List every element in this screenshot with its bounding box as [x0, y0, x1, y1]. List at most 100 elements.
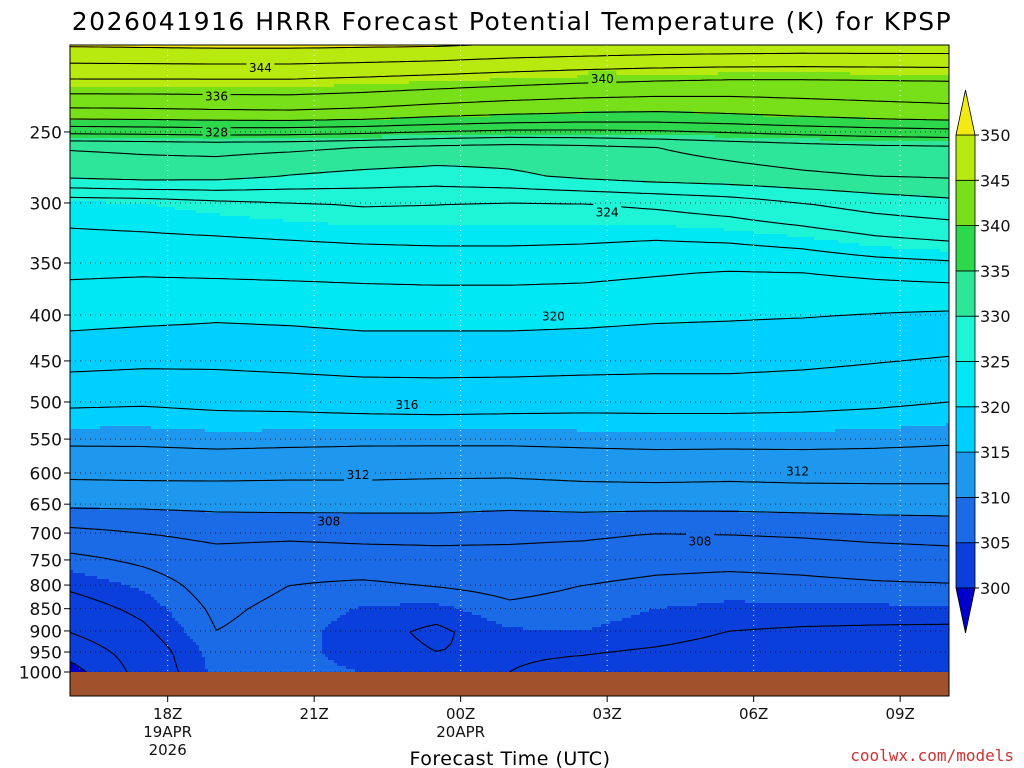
field-cell [391, 168, 395, 226]
field-cell [274, 429, 278, 514]
field-cell [445, 45, 449, 82]
field-cell [502, 429, 506, 511]
field-cell [268, 120, 272, 139]
field-cell [838, 45, 842, 73]
field-cell [340, 330, 344, 430]
field-cell [676, 45, 680, 76]
field-cell [373, 48, 377, 85]
field-cell [253, 87, 257, 121]
field-cell [238, 45, 242, 49]
field-cell [679, 606, 683, 672]
field-cell [88, 576, 92, 672]
field-cell [148, 138, 152, 181]
field-cell [139, 510, 143, 592]
field-cell [688, 321, 692, 433]
colorbar-band [955, 225, 976, 272]
field-cell [145, 138, 149, 181]
field-cell [691, 606, 695, 672]
field-cell [457, 81, 461, 118]
field-cell [508, 225, 512, 331]
field-cell [676, 324, 680, 433]
field-cell [88, 180, 92, 202]
field-cell [397, 513, 401, 607]
field-cell [877, 120, 881, 142]
field-cell [901, 75, 905, 121]
field-cell [592, 135, 596, 181]
contour-line [70, 227, 949, 262]
field-cell [412, 603, 416, 672]
field-cell [115, 204, 119, 328]
field-cell [181, 48, 185, 88]
field-cell [730, 321, 734, 433]
field-cell [343, 45, 347, 49]
field-cell [502, 168, 506, 226]
field-cell [835, 513, 839, 604]
field-cell [706, 135, 710, 184]
field-cell [385, 84, 389, 121]
field-cell [289, 429, 293, 514]
field-cell [181, 210, 185, 325]
field-cell [652, 225, 656, 325]
field-cell [814, 603, 818, 672]
field-cell [76, 48, 80, 88]
contour-label: 312 [786, 465, 809, 479]
field-cell [601, 225, 605, 328]
field-cell [334, 225, 338, 331]
field-cell [148, 426, 152, 511]
field-cell [613, 432, 617, 514]
field-cell [238, 324, 242, 433]
field-cell [328, 120, 332, 139]
field-cell [148, 87, 152, 121]
field-cell [79, 48, 83, 88]
field-cell [355, 45, 359, 49]
field-cell [277, 87, 281, 121]
field-cell [694, 432, 698, 511]
field-cell [211, 87, 215, 121]
field-cell [682, 432, 686, 511]
field-cell [769, 603, 773, 672]
field-cell [535, 429, 539, 511]
field-cell [796, 318, 800, 433]
field-cell [484, 618, 488, 672]
field-cell [379, 330, 383, 430]
field-cell [349, 225, 353, 331]
field-cell [886, 429, 890, 517]
field-cell [376, 168, 380, 226]
field-cell [100, 180, 104, 202]
field-cell [724, 510, 728, 601]
field-cell [208, 324, 212, 433]
field-cell [82, 507, 86, 574]
field-cell [889, 516, 893, 607]
field-cell [139, 180, 143, 205]
field-cell [592, 45, 596, 76]
field-cell [526, 630, 530, 672]
field-cell [754, 72, 758, 115]
field-cell [343, 615, 347, 667]
field-cell [313, 45, 317, 49]
field-cell [298, 429, 302, 514]
field-cell [916, 426, 920, 517]
field-cell [289, 138, 293, 175]
field-cell [682, 324, 686, 433]
field-cell [154, 600, 158, 672]
field-cell [346, 45, 350, 49]
field-cell [310, 48, 314, 88]
field-cell [142, 510, 146, 592]
field-cell [364, 120, 368, 139]
field-cell [313, 327, 317, 430]
field-cell [508, 135, 512, 169]
field-cell [376, 138, 380, 169]
field-cell [151, 327, 155, 430]
field-cell [340, 615, 344, 667]
field-cell [196, 180, 200, 214]
field-cell [742, 231, 746, 322]
field-cell [388, 168, 392, 226]
field-cell [247, 45, 251, 49]
field-cell [181, 120, 185, 139]
field-cell [826, 603, 830, 672]
field-cell [247, 513, 251, 672]
field-cell [886, 312, 890, 430]
field-cell [337, 138, 341, 172]
field-cell [460, 429, 464, 514]
field-cell [889, 606, 893, 672]
